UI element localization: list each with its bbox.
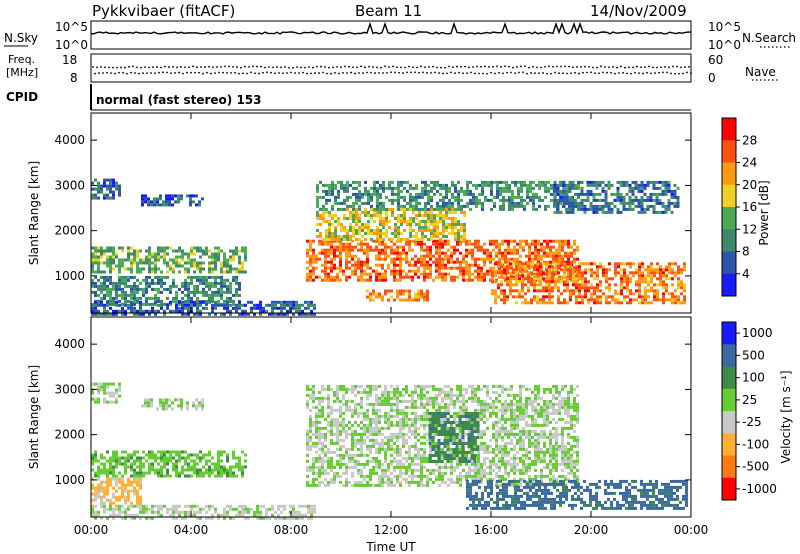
colorbar-swatch <box>722 366 736 390</box>
station-title: Pykkvibaer (fitACF) <box>92 2 235 20</box>
scatter-region-0 <box>91 382 121 404</box>
colorbar-swatch <box>722 411 736 434</box>
noise-right-tick-top: 10^5 <box>708 20 741 34</box>
scatter-region-6 <box>466 479 688 510</box>
x-tick-label: 16:00 <box>474 523 509 537</box>
colorbar-swatch <box>722 388 736 412</box>
scatter-region-8 <box>491 262 686 305</box>
colorbar-swatch <box>722 162 736 186</box>
noise-right-tick-bottom: 10^0 <box>708 38 741 52</box>
noise-left-tick-top: 10^5 <box>55 20 88 34</box>
scatter-region-5 <box>306 239 579 282</box>
noise-panel: 10^5 10^0 10^5 10^0 N.Sky N.Search <box>4 20 796 52</box>
frequency-panel: 18 8 60 0 Freq. [MHz] Nave <box>6 53 778 85</box>
y-tick-label: 3000 <box>54 382 85 396</box>
cpid-value: normal (fast stereo) 153 <box>96 93 262 107</box>
x-tick-label: 04:00 <box>174 523 209 537</box>
frequency-trace <box>92 65 692 75</box>
y-tick-label: 2000 <box>54 224 85 238</box>
colorbar-swatch <box>722 207 736 230</box>
scatter-region-1 <box>141 398 204 411</box>
noise-sky-trace <box>91 21 691 35</box>
colorbar-swatch <box>722 322 736 345</box>
noise-sky-label: N.Sky <box>4 31 38 45</box>
x-tick-label: 08:00 <box>274 523 309 537</box>
colorbar-swatch <box>722 184 736 208</box>
colorbar-tick-label: -25 <box>742 415 762 429</box>
noise-left-tick-bottom: 10^0 <box>55 38 88 52</box>
colorbar-swatch <box>722 251 736 275</box>
colorbar-swatch <box>722 344 736 367</box>
scatter-region-7 <box>316 180 580 211</box>
x-tick-label: 12:00 <box>374 523 409 537</box>
scatter-region-3 <box>91 477 142 508</box>
y-tick-label: 4000 <box>54 337 85 351</box>
freq-label: Freq. <box>8 53 35 66</box>
colorbar-tick-label: 28 <box>742 133 757 147</box>
velocity-colorbar-label: Velocity [m s⁻¹] <box>779 370 793 463</box>
beam-label: Beam 11 <box>355 2 422 20</box>
freq-right-tick-top: 60 <box>708 53 723 67</box>
colorbar-tick-label: 1000 <box>742 326 773 340</box>
cpid-panel: normal (fast stereo) 153 <box>90 84 691 111</box>
x-tick-label: 00:00 <box>74 523 109 537</box>
date-label: 14/Nov/2009 <box>590 2 687 20</box>
colorbar-swatch <box>722 477 736 501</box>
nave-label: Nave <box>745 65 776 79</box>
colorbar-tick-label: 100 <box>742 371 765 385</box>
y-tick-label: 3000 <box>54 178 85 192</box>
colorbar-swatch <box>722 433 736 456</box>
x-tick-label: 20:00 <box>574 523 609 537</box>
colorbar-tick-label: 24 <box>742 156 757 170</box>
colorbar-tick-label: -100 <box>742 437 769 451</box>
y-tick-label: 1000 <box>54 473 85 487</box>
velocity-panel: 1000 2000 3000 4000 00:00 04:00 08:00 12:00 16:0… <box>27 316 793 537</box>
y-tick-label: 1000 <box>54 269 85 283</box>
scatter-region-7 <box>91 504 316 520</box>
scatter-region-10 <box>553 180 680 214</box>
colorbar-tick-label: 25 <box>742 393 757 407</box>
colorbar-swatch <box>722 273 736 297</box>
colorbar-swatch <box>722 455 736 479</box>
colorbar-swatch <box>722 118 736 141</box>
scatter-region-3 <box>91 275 241 306</box>
y-tick-label: 2000 <box>54 428 85 442</box>
colorbar-swatch <box>722 229 736 252</box>
y-tick-label: 4000 <box>54 133 85 147</box>
colorbar-tick-label: 4 <box>742 267 750 281</box>
scatter-region-2 <box>91 246 247 274</box>
colorbar-tick-label: 8 <box>742 245 750 259</box>
scatter-region-4 <box>91 300 316 316</box>
power-ylabel: Slant Range [km] <box>27 161 41 265</box>
power-colorbar-label: Power [dB] <box>757 180 771 245</box>
colorbar-tick-label: 12 <box>742 222 757 236</box>
x-axis-label: Time UT <box>365 540 416 554</box>
freq-unit-label: [MHz] <box>6 66 38 79</box>
velocity-ylabel: Slant Range [km] <box>27 365 41 469</box>
scatter-region-5 <box>428 412 480 463</box>
scatter-region-6 <box>316 208 466 241</box>
colorbar-tick-label: 500 <box>742 348 765 362</box>
cpid-label: CPID <box>6 90 38 104</box>
freq-left-tick-bottom: 8 <box>70 71 78 85</box>
freq-right-tick-bottom: 0 <box>708 71 716 85</box>
scatter-region-1 <box>141 194 204 207</box>
x-tick-label: 00:00 <box>674 523 709 537</box>
colorbar-tick-label: 20 <box>742 178 757 192</box>
colorbar-tick-label: -1000 <box>742 482 777 496</box>
scatter-region-0 <box>91 178 121 200</box>
noise-search-label: N.Search <box>742 31 796 45</box>
colorbar-tick-label: 16 <box>742 200 757 214</box>
scatter-region-2 <box>91 450 247 478</box>
freq-left-tick-top: 18 <box>62 53 77 67</box>
power-panel: 1000 2000 3000 4000 Slant Range [km] 28 24 20… <box>27 112 771 316</box>
scatter-region-9 <box>366 289 429 302</box>
colorbar-tick-label: -500 <box>742 460 769 474</box>
colorbar-swatch <box>722 140 736 163</box>
